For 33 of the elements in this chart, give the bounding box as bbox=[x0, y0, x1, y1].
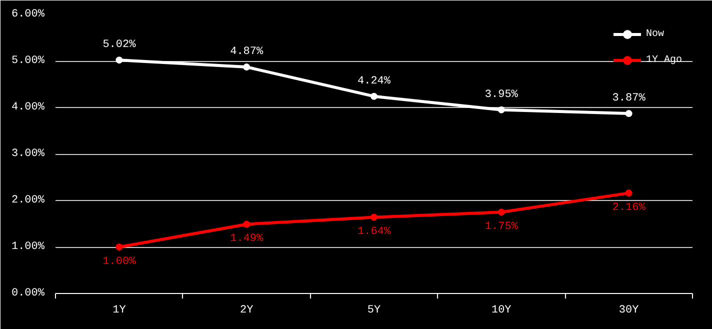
text: 1.00% bbox=[102, 256, 136, 268]
text: 1.75% bbox=[484, 221, 518, 234]
y-tick-label: 0.00% bbox=[11, 288, 45, 300]
x-tick-label: 5Y bbox=[367, 304, 381, 316]
text: 1.49% bbox=[230, 233, 264, 246]
point bbox=[116, 244, 123, 250]
y-tick-label: 6.00% bbox=[11, 8, 45, 20]
point bbox=[498, 106, 505, 114]
point bbox=[370, 92, 378, 100]
point bbox=[625, 190, 632, 197]
point bbox=[243, 64, 250, 71]
point bbox=[625, 110, 632, 118]
text: 4.24% bbox=[357, 75, 391, 88]
x-tick-label: 2Y bbox=[240, 304, 254, 316]
legend-label: Now bbox=[646, 28, 665, 40]
x-tick-label: 30Y bbox=[618, 304, 640, 316]
point bbox=[370, 214, 378, 221]
y-tick-label: 4.00% bbox=[11, 102, 45, 114]
point bbox=[243, 220, 250, 228]
text: 4.87% bbox=[230, 46, 264, 58]
point bbox=[498, 208, 505, 216]
point bbox=[116, 56, 123, 64]
x-tick-label: 10Y bbox=[492, 304, 512, 316]
y-tick-label: 5.00% bbox=[11, 55, 45, 67]
text: 2.16% bbox=[612, 202, 646, 214]
text: 5.02% bbox=[102, 39, 136, 52]
x-tick-label: 1Y bbox=[112, 304, 126, 316]
text: 3.95% bbox=[484, 88, 518, 101]
y-tick-label: 3.00% bbox=[11, 148, 45, 160]
text: 1.64% bbox=[357, 226, 391, 238]
text: 3.87% bbox=[612, 92, 646, 105]
y-tick-label: 1.00% bbox=[11, 241, 45, 253]
y-tick-label: 2.00% bbox=[11, 194, 45, 206]
